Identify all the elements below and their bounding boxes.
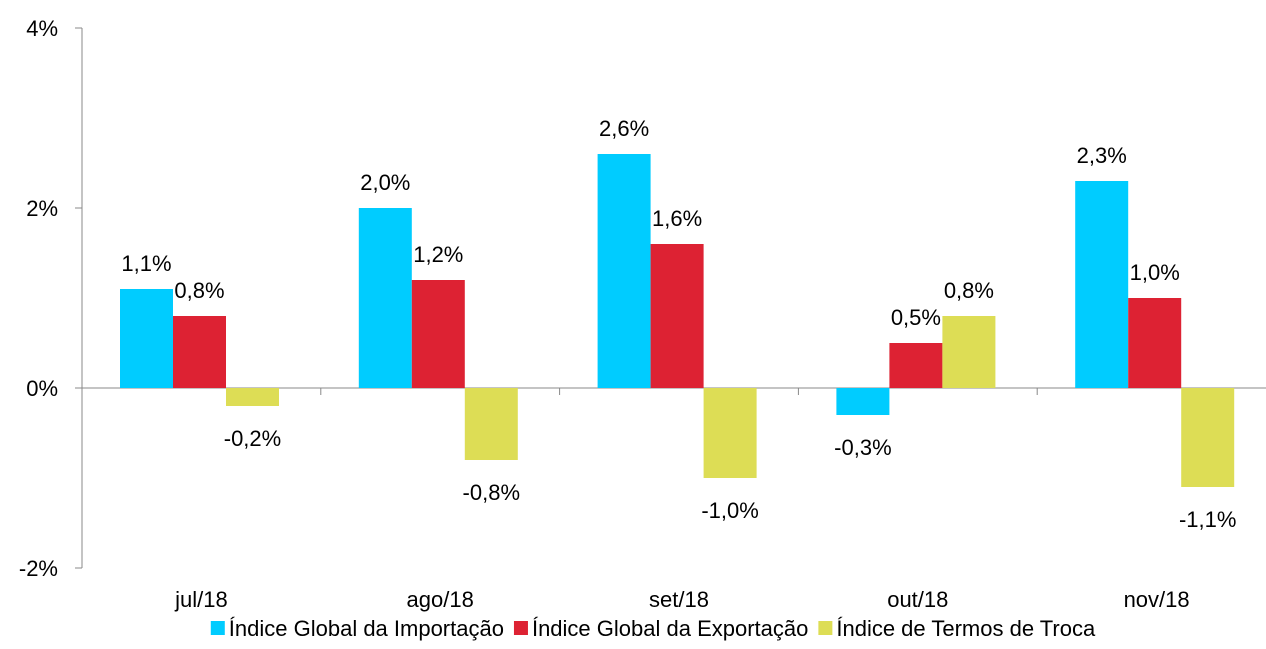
y-tick-label: -2% [19, 556, 58, 581]
bar [597, 154, 651, 388]
legend-swatch [513, 621, 528, 635]
y-tick-label: 2% [26, 196, 58, 221]
bar [703, 388, 757, 478]
bars [120, 154, 1235, 487]
data-label: 1,6% [652, 206, 702, 231]
data-label: 2,3% [1077, 143, 1127, 168]
legend-item: Índice Global da Exportação [513, 616, 808, 641]
x-tick-label: ago/18 [407, 587, 474, 612]
bar [1181, 388, 1235, 487]
y-tick-label: 4% [26, 16, 58, 41]
data-label: -0,2% [224, 426, 281, 451]
data-label: 1,2% [413, 242, 463, 267]
data-label: 2,6% [599, 116, 649, 141]
bar [650, 244, 704, 388]
bar [226, 388, 279, 406]
bar [942, 316, 996, 388]
legend-swatch [210, 621, 225, 635]
x-tick-label: jul/18 [174, 587, 228, 612]
legend-label: Índice Global da Importação [229, 616, 504, 641]
legend-label: Índice Global da Exportação [532, 616, 808, 641]
data-label: 0,8% [944, 278, 994, 303]
bar [836, 388, 890, 415]
data-label: -0,3% [834, 435, 891, 460]
data-label: -0,8% [463, 480, 520, 505]
data-label: 2,0% [360, 170, 410, 195]
data-label: -1,0% [701, 498, 758, 523]
data-label: 0,8% [174, 278, 224, 303]
data-label: 0,5% [891, 305, 941, 330]
data-label: 1,0% [1130, 260, 1180, 285]
data-label: -1,1% [1179, 507, 1236, 532]
bar [411, 280, 465, 388]
x-tick-label: set/18 [649, 587, 709, 612]
bar [1128, 298, 1182, 388]
bar [464, 388, 518, 460]
bar [173, 316, 226, 388]
bar [1075, 181, 1129, 388]
x-tick-label: nov/18 [1124, 587, 1190, 612]
bar [120, 289, 173, 388]
legend: Índice Global da Importação Índice Global… [210, 616, 1096, 641]
legend-label: Índice de Termos de Troca [836, 616, 1096, 641]
legend-item: Índice Global da Importação [210, 616, 504, 641]
bar [889, 343, 943, 388]
legend-item: Índice de Termos de Troca [818, 616, 1096, 641]
y-tick-label: 0% [26, 376, 58, 401]
legend-swatch [818, 621, 833, 635]
data-labels: 1,1% 2,0% 2,6% -0,3% 2,3% 0,8% 1,2% 1,6% 0,5% 1,0… [121, 116, 1236, 532]
x-tick-label: out/18 [887, 587, 948, 612]
data-label: 1,1% [121, 251, 171, 276]
bar [358, 208, 412, 388]
